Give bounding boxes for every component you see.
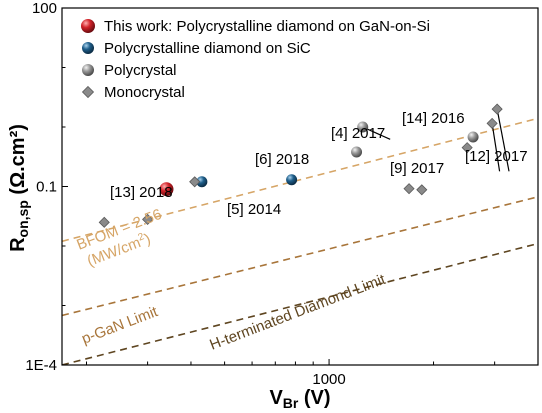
x-tick-label-0: 1000 bbox=[312, 371, 345, 388]
bfom-line-label: BFOM = 2.56 (MW/cm2) bbox=[74, 204, 174, 271]
annotation-ref12: [12] 2017 bbox=[465, 148, 528, 165]
legend-label-0: This work: Polycrystalline diamond on Ga… bbox=[104, 18, 430, 35]
limit-line-1 bbox=[62, 196, 538, 317]
marker-series3-point6 bbox=[486, 117, 498, 129]
limit-line-0 bbox=[62, 117, 538, 243]
marker-series2-point0 bbox=[357, 121, 369, 133]
leader-line-1 bbox=[491, 123, 501, 172]
marker-series1-point1 bbox=[286, 174, 298, 186]
marker-series0-point0 bbox=[159, 182, 174, 197]
legend: This work: Polycrystalline diamond on Ga… bbox=[81, 18, 430, 101]
limit-line-2 bbox=[62, 242, 538, 365]
marker-series2-point2 bbox=[467, 131, 479, 143]
marker-series3-point4 bbox=[416, 184, 428, 196]
pgan-limit-label: p-GaN Limit bbox=[79, 303, 161, 348]
tick-labels: 100 0.1 1E-4 1000 bbox=[25, 0, 345, 388]
marker-series1-point0 bbox=[196, 176, 208, 188]
legend-label-1: Polycrystalline diamond on SiC bbox=[104, 40, 311, 57]
marker-series3-point3 bbox=[403, 183, 415, 195]
legend-label-2: Polycrystal bbox=[104, 62, 177, 79]
marker-series3-point5 bbox=[461, 142, 473, 154]
y-tick-label-0: 100 bbox=[32, 0, 57, 17]
x-axis-label: VBr (V) bbox=[269, 387, 330, 411]
marker-series3-point7 bbox=[491, 103, 503, 115]
y-axis-label: Ron,sp (Ω.cm²) bbox=[7, 124, 31, 252]
leader-line-2 bbox=[496, 108, 510, 172]
data-markers bbox=[98, 103, 503, 228]
legend-marker-2 bbox=[82, 64, 94, 76]
legend-marker-0 bbox=[81, 19, 95, 33]
marker-series3-point0 bbox=[98, 216, 110, 228]
annotation-ref6: [6] 2018 bbox=[255, 151, 309, 168]
annotation-ref5: [5] 2014 bbox=[227, 201, 281, 218]
h-diamond-limit-label: H-terminated Diamond Limit bbox=[207, 271, 388, 354]
annotation-ref9: [9] 2017 bbox=[390, 160, 444, 177]
marker-series3-point1 bbox=[142, 213, 154, 225]
legend-marker-1 bbox=[82, 42, 94, 54]
y-tick-label-2: 1E-4 bbox=[25, 357, 57, 374]
marker-series3-point2 bbox=[189, 176, 201, 188]
limit-lines bbox=[62, 117, 538, 365]
y-tick-label-1: 0.1 bbox=[36, 179, 57, 196]
marker-series2-point1 bbox=[351, 146, 363, 158]
axis-ticks bbox=[62, 7, 496, 366]
legend-label-3: Monocrystal bbox=[104, 84, 185, 101]
annotation-ref14: [14] 2016 bbox=[402, 110, 465, 127]
annotation-ref4: [4] 2017 bbox=[331, 125, 385, 142]
legend-marker-3 bbox=[81, 85, 95, 99]
annotation-ref13: [13] 2018 bbox=[110, 184, 173, 201]
